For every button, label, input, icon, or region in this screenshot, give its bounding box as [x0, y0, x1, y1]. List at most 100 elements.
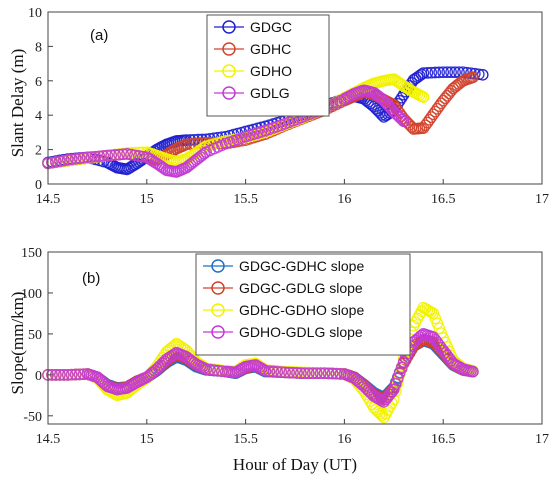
data-point [302, 367, 315, 380]
data-point [275, 366, 288, 378]
legend-item: GDGC [214, 19, 292, 35]
data-point [287, 366, 299, 379]
data-point [391, 372, 404, 385]
data-point [279, 366, 291, 379]
data-point [105, 149, 118, 162]
data-point [117, 148, 129, 161]
data-point [360, 382, 372, 395]
data-point [184, 353, 197, 366]
legend-marker [211, 259, 225, 273]
data-point [429, 66, 442, 79]
data-point [109, 149, 122, 161]
y-tick-label: 8 [35, 40, 42, 55]
y-tick-label: 0 [35, 369, 42, 384]
data-point [358, 380, 371, 393]
y-tick-label: 10 [28, 6, 42, 21]
data-point [65, 153, 78, 166]
data-point [77, 152, 90, 164]
data-point [97, 150, 110, 162]
legend-item: GDHC [214, 41, 291, 57]
legend-label: GDHO [250, 63, 292, 79]
legend-marker [222, 20, 236, 34]
data-point [154, 359, 167, 372]
data-point [54, 369, 66, 381]
legend-item: GDHO-GDLG slope [203, 324, 363, 340]
data-point [204, 363, 216, 376]
x-tick-label: 14.5 [36, 192, 61, 207]
data-point [69, 153, 82, 165]
data-point [85, 151, 98, 163]
data-point [466, 365, 479, 378]
data-point [150, 363, 163, 375]
data-point [46, 156, 58, 169]
panel-b-legend: GDGC-GDHC slope GDGC-GDLG slope GDHC-GDHO … [195, 253, 411, 356]
data-point [385, 103, 398, 116]
data-point [81, 151, 94, 164]
data-point [200, 363, 212, 375]
legend-label: GDGC-GDLG slope [239, 280, 363, 296]
data-point [271, 365, 284, 378]
x-tick-label: 17 [535, 192, 549, 207]
data-point [362, 384, 374, 397]
y-tick-label: 100 [21, 287, 42, 302]
data-point [208, 364, 220, 376]
data-point [417, 91, 430, 103]
y-tick-label: 6 [35, 75, 42, 90]
data-point [374, 407, 386, 420]
data-point [395, 113, 408, 126]
data-point [125, 148, 137, 161]
data-point [425, 306, 438, 319]
x-tick-label: 14.5 [36, 432, 61, 447]
panel-b-tag: (b) [82, 270, 100, 287]
data-point [73, 152, 86, 165]
legend-item: GDGC-GDLG slope [203, 280, 363, 296]
data-point [180, 138, 193, 151]
data-point [61, 369, 74, 381]
panel-b-frame [47, 251, 543, 425]
legend-marker [222, 64, 236, 78]
data-point [259, 364, 272, 377]
panel-a-y-ticks: 0 2 4 6 8 10 [28, 6, 53, 193]
data-point [89, 150, 102, 163]
data-point [389, 378, 402, 390]
data-point [441, 66, 454, 79]
x-tick-label: 15.5 [233, 192, 258, 207]
panel-a-x-ticks: 14.5 15 15.5 16 16.5 17 [36, 179, 549, 207]
data-point [397, 115, 410, 128]
panel-b: 14.5 15 15.5 16 16.5 17 -50 0 50 100 150 (b) Slop… [8, 246, 549, 474]
legend-marker [211, 325, 225, 339]
x-tick-label: 16.5 [431, 432, 456, 447]
panel-a-legend: GDGC GDHC GDHO GDLG [206, 14, 330, 117]
data-point [389, 385, 402, 398]
data-point [50, 156, 62, 168]
y-tick-label: 0 [35, 178, 42, 193]
data-point [421, 67, 434, 79]
data-point [198, 147, 210, 160]
data-point [61, 154, 74, 166]
legend-item: GDGC-GDHC slope [203, 258, 364, 274]
data-point [387, 383, 400, 396]
legend-item: GDHO [214, 63, 292, 79]
data-point [182, 352, 195, 365]
panel-a-frame [47, 11, 543, 185]
legend-label: GDHC-GDHO slope [239, 302, 364, 318]
legend-label: GDHO-GDLG slope [239, 324, 363, 340]
panel-a-y-axis-label: Slant Delay (m) [8, 49, 27, 158]
data-point [57, 369, 70, 381]
data-point [322, 367, 335, 380]
legend-marker [211, 281, 225, 295]
data-point [65, 368, 78, 381]
data-point [368, 100, 380, 113]
legend-marker [222, 42, 236, 56]
data-point [101, 149, 114, 162]
data-point [417, 67, 430, 79]
data-point [283, 366, 295, 379]
series-3 [42, 328, 479, 408]
x-tick-label: 16.5 [431, 192, 456, 207]
data-point [395, 361, 408, 374]
data-point [449, 66, 461, 79]
data-point [113, 148, 125, 161]
data-point [445, 66, 457, 79]
y-tick-label: 50 [28, 328, 42, 343]
